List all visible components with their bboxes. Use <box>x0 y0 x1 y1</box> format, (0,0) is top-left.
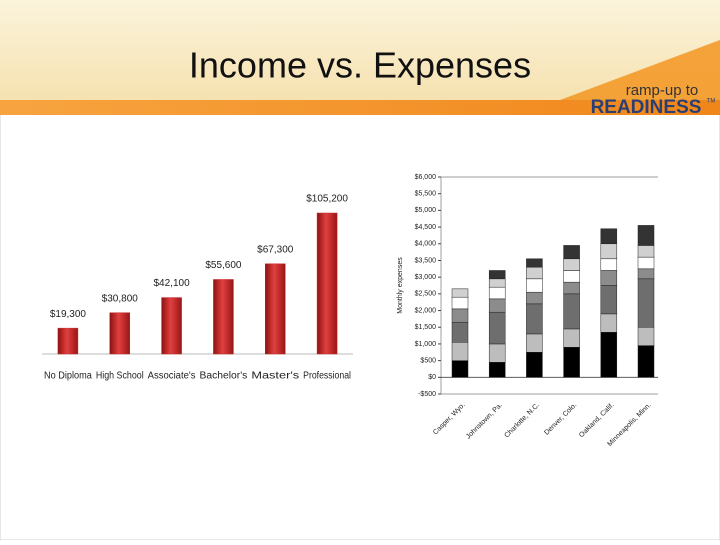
bar-segment <box>600 228 618 245</box>
bar-segment <box>488 270 506 280</box>
bar-segment <box>563 245 580 260</box>
logo-swoosh <box>560 40 720 100</box>
bar-segment <box>451 296 469 310</box>
bar-segment <box>563 347 580 378</box>
y-axis-label: Monthly expenses <box>397 257 404 314</box>
bar <box>161 297 182 355</box>
bar-segment <box>488 286 506 300</box>
bar-segment <box>488 362 506 378</box>
x-tick-label: Bachelor's <box>200 371 248 382</box>
bar-segment <box>488 278 506 288</box>
bar-segment <box>600 331 618 378</box>
bar <box>316 212 338 355</box>
plot-frame <box>440 176 658 395</box>
bar-segment <box>600 270 618 286</box>
bar-segment <box>451 342 469 361</box>
bar-segment <box>600 285 618 315</box>
x-tick-label: Master's <box>251 371 299 382</box>
logo-main: READINESS <box>591 97 702 118</box>
y-tick-label: $4,000 <box>415 241 437 248</box>
bar-segment <box>488 311 506 345</box>
header-stripe <box>0 100 720 115</box>
bar-segment <box>563 281 580 295</box>
y-tick-label: $2,500 <box>415 291 437 298</box>
y-tick-label: $500 <box>420 357 436 364</box>
bar-segment <box>451 288 469 298</box>
value-label: $67,300 <box>257 244 294 255</box>
bar-segment <box>526 266 543 280</box>
bar-segment <box>600 258 618 271</box>
bar-segment <box>637 345 655 378</box>
y-tick-label: $1,500 <box>415 324 437 331</box>
bar-segment <box>526 352 543 378</box>
header-band <box>0 0 720 100</box>
bar-segment <box>637 326 655 346</box>
bar-segment <box>563 270 580 283</box>
bar <box>57 327 79 355</box>
bar-segment <box>563 258 580 271</box>
bar-segment <box>526 258 543 268</box>
bar-segment <box>488 298 506 313</box>
bar-segment <box>600 313 618 333</box>
logo-tm: TM <box>707 99 716 105</box>
bar-segment <box>637 225 655 246</box>
y-tick-label: $5,000 <box>415 207 437 214</box>
y-tick-label: $1,000 <box>415 341 437 348</box>
y-tick-label: $3,500 <box>415 257 437 264</box>
bar-segment <box>526 291 543 305</box>
bar-segment <box>600 243 618 260</box>
bar <box>213 279 234 355</box>
x-tick-label: No Diploma <box>44 371 92 382</box>
value-label: $55,600 <box>205 260 242 271</box>
value-label: $105,200 <box>306 194 348 205</box>
bar-segment <box>488 343 506 363</box>
y-tick-label: $5,500 <box>415 191 437 198</box>
x-tick-label: Professional <box>303 371 351 382</box>
y-tick-label: -$500 <box>418 391 436 398</box>
bar <box>109 312 130 355</box>
y-tick-label: $3,000 <box>415 274 437 281</box>
bar-segment <box>526 303 543 335</box>
y-tick-label: $4,500 <box>415 224 437 231</box>
value-label: $42,100 <box>154 278 191 289</box>
y-tick-label: $2,000 <box>415 307 437 314</box>
bar-segment <box>451 308 469 323</box>
bar <box>265 263 286 355</box>
bar-segment <box>563 328 580 348</box>
bar-segment <box>451 360 469 378</box>
value-label: $30,800 <box>102 293 139 304</box>
slide-title: Income vs. Expenses <box>189 45 531 86</box>
bar-segment <box>451 321 469 343</box>
value-label: $19,300 <box>50 309 87 320</box>
y-tick-label: $0 <box>428 374 436 381</box>
bar-segment <box>637 278 655 328</box>
bar-segment <box>637 256 655 270</box>
bar-segment <box>526 333 543 353</box>
x-tick-label: High School <box>96 371 144 382</box>
bar-segment <box>563 293 580 330</box>
bar-segment <box>526 278 543 293</box>
x-tick-label: Associate's <box>148 371 196 382</box>
bar-segment <box>637 245 655 258</box>
bar-segment <box>637 268 655 280</box>
y-tick-label: $6,000 <box>415 174 437 181</box>
logo-top: ramp-up to <box>626 82 699 99</box>
